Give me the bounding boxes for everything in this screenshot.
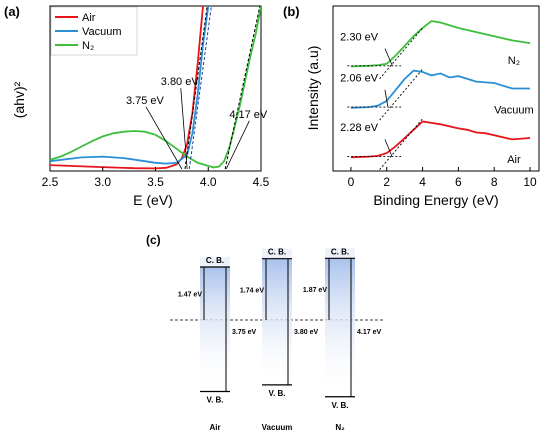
vb-label-0: V. B. <box>206 396 223 405</box>
x-tick-label-a-1: 3.0 <box>94 175 111 189</box>
series-line-1 <box>50 6 210 165</box>
x-tick-label-b-0: 0 <box>348 175 355 189</box>
x-tick-label-b-5: 10 <box>523 175 537 189</box>
xps-annotation-0: 2.30 eV <box>340 31 379 43</box>
legend-a: Air Vacuum N₂ <box>50 6 138 56</box>
series-line-2 <box>50 6 261 169</box>
band-top-fade-0 <box>200 257 230 267</box>
cb-label-2: C. B. <box>331 247 349 256</box>
total-gap-label-2: 4.17 eV <box>357 329 381 336</box>
xps-series-2 <box>350 120 531 159</box>
upper-gap-label-0: 1.47 eV <box>178 292 202 299</box>
annotation-a-0: 3.80 eV <box>161 76 200 88</box>
panel-label-a: (a) <box>4 4 20 19</box>
cb-label-0: C. B. <box>206 256 224 265</box>
xps-slope-fit-1 <box>379 68 423 121</box>
absorption-plot: 2.5 3.0 3.5 4.0 4.5 3.80 eV 3.75 eV 4.17 eV Ai… <box>11 5 270 208</box>
x-axis-label-a: E (eV) <box>133 192 173 208</box>
y-axis-label-a: (ahv)² <box>11 81 27 118</box>
annotation-arrow-a-1 <box>145 106 183 170</box>
total-gap-label-0: 3.75 eV <box>232 329 256 336</box>
legend-label-air: Air <box>82 12 96 24</box>
xps-plot: N₂ Vacuum Air 0 2 4 6 8 10 2.30 eV 2.06 eV 2.28 e… <box>305 5 540 208</box>
x-tick-label-a-2: 3.5 <box>147 175 164 189</box>
xps-series-label-1: Vacuum <box>494 104 534 116</box>
xps-series-1 <box>350 69 530 109</box>
annotation-arrow-a-0 <box>180 88 188 170</box>
total-gap-label-1: 3.80 eV <box>294 329 318 336</box>
vb-label-1: V. B. <box>268 389 285 398</box>
x-tick-label-b-1: 2 <box>383 175 390 189</box>
xps-annotation-arrow-1 <box>384 89 389 107</box>
x-tick-label-b-2: 4 <box>419 175 426 189</box>
cb-label-1: C. B. <box>268 248 286 257</box>
fit-line-0 <box>184 6 208 170</box>
valence-band-fill-1 <box>262 320 292 385</box>
xps-annotation-2: 2.28 eV <box>340 122 379 134</box>
x-tick-label-a-0: 2.5 <box>42 175 59 189</box>
xps-annotation-1: 2.06 eV <box>340 73 379 85</box>
annotation-arrow-a-2 <box>225 120 250 170</box>
annotation-a-1: 3.75 eV <box>126 95 165 107</box>
xps-annotation-arrow-0 <box>384 48 393 66</box>
vb-label-2: V. B. <box>331 401 348 410</box>
column-name-0: Air <box>209 423 220 432</box>
panel-label-c: (c) <box>146 233 161 247</box>
column-name-2: N₂ <box>335 423 345 432</box>
legend-label-n2: N₂ <box>82 40 94 52</box>
valence-band-fill-2 <box>325 320 355 397</box>
fit-line-2 <box>224 6 261 170</box>
plot-frame-b <box>332 5 540 172</box>
xps-annotation-arrow-2 <box>384 139 393 157</box>
conduction-band-fill-2 <box>325 258 355 320</box>
panel-label-b: (b) <box>283 4 300 19</box>
x-tick-label-b-4: 8 <box>491 175 498 189</box>
band-top-fade-2 <box>325 248 355 259</box>
valence-band-fill-0 <box>200 320 230 392</box>
band-top-fade-1 <box>262 248 292 259</box>
x-tick-label-a-4: 4.5 <box>253 175 270 189</box>
upper-gap-label-2: 1.87 eV <box>303 287 327 294</box>
legend-label-vacuum: Vacuum <box>82 26 122 38</box>
x-tick-label-a-3: 4.0 <box>200 175 217 189</box>
conduction-band-fill-1 <box>262 258 292 320</box>
xps-series-label-2: Air <box>507 154 521 166</box>
conduction-band-fill-0 <box>200 267 230 320</box>
xps-slope-fit-2 <box>379 118 423 170</box>
series-line-0 <box>50 6 204 170</box>
upper-gap-label-1: 1.74 eV <box>240 287 264 294</box>
column-name-1: Vacuum <box>262 423 293 432</box>
annotation-a-2: 4.17 eV <box>229 109 268 121</box>
x-axis-label-b: Binding Energy (eV) <box>373 192 498 208</box>
y-axis-label-b: Intensity (a.u) <box>305 46 321 131</box>
xps-slope-fit-0 <box>379 27 423 80</box>
fit-line-1 <box>188 6 212 170</box>
x-tick-label-b-3: 6 <box>455 175 462 189</box>
xps-series-label-0: N₂ <box>508 55 520 67</box>
band-diagram: C. B. V. B. 1.47 eV 3.75 eV Air C. B. V. B. 1.7… <box>170 247 385 432</box>
xps-series-0 <box>350 20 531 68</box>
